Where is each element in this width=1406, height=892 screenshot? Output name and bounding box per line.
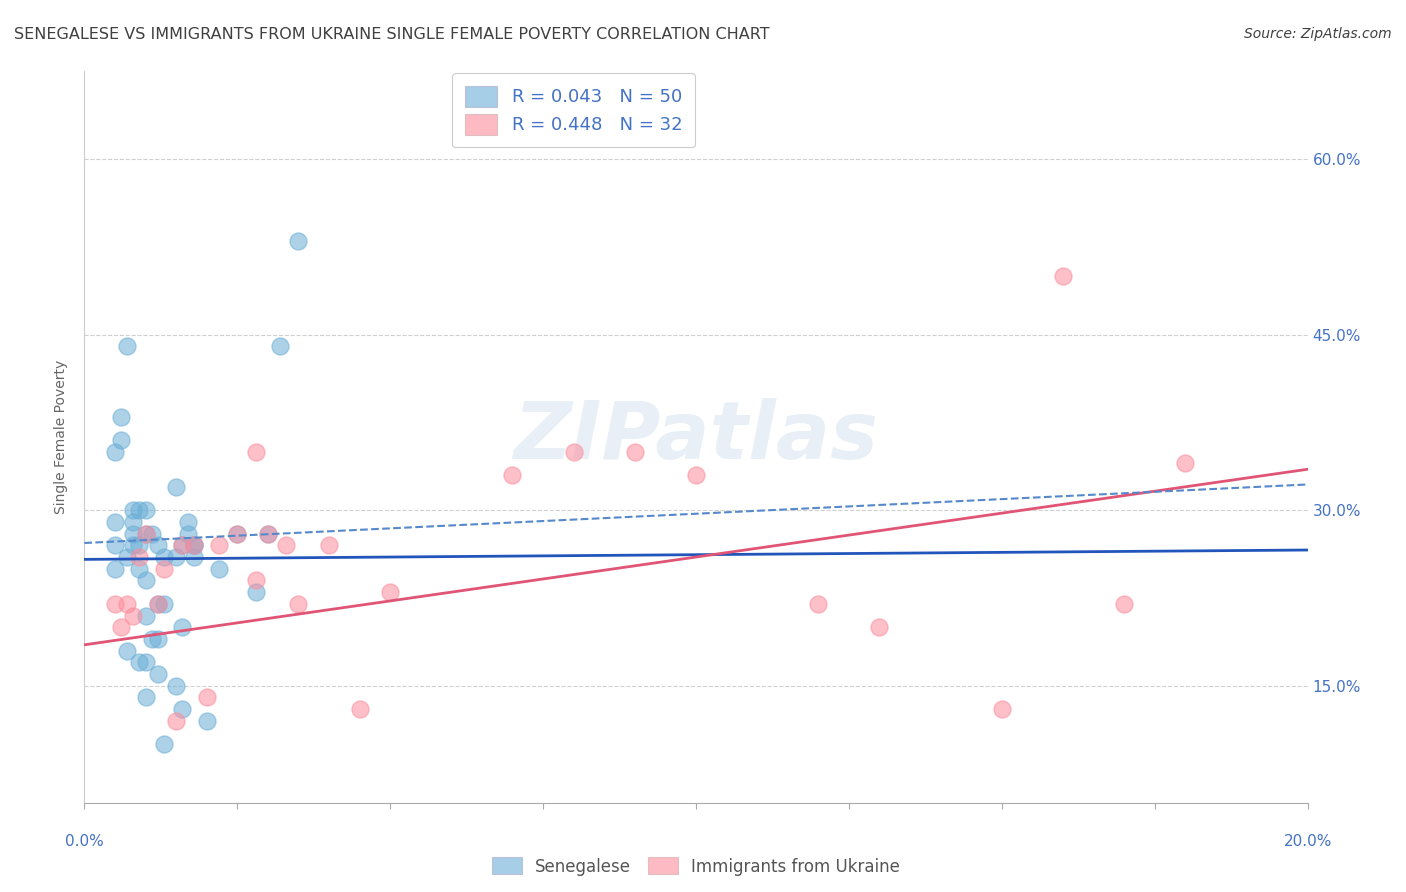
Point bbox=[165, 679, 187, 693]
Point bbox=[165, 480, 187, 494]
Point bbox=[257, 526, 280, 541]
Point bbox=[165, 714, 187, 728]
Point bbox=[135, 526, 157, 541]
Point bbox=[869, 620, 891, 634]
Point bbox=[208, 562, 231, 576]
Point bbox=[104, 538, 127, 552]
Point bbox=[122, 515, 145, 529]
Point bbox=[146, 597, 169, 611]
Point bbox=[128, 538, 150, 552]
Point bbox=[104, 562, 127, 576]
Point bbox=[183, 538, 205, 552]
Text: 20.0%: 20.0% bbox=[1284, 834, 1331, 849]
Point bbox=[257, 526, 280, 541]
Point bbox=[135, 656, 157, 670]
Point bbox=[104, 597, 127, 611]
Point bbox=[115, 643, 138, 657]
Point bbox=[172, 538, 194, 552]
Point bbox=[177, 526, 200, 541]
Point bbox=[195, 714, 218, 728]
Point bbox=[146, 632, 169, 646]
Point bbox=[807, 597, 830, 611]
Point bbox=[1114, 597, 1136, 611]
Point bbox=[245, 444, 267, 458]
Point bbox=[562, 444, 585, 458]
Point bbox=[122, 503, 145, 517]
Point bbox=[110, 433, 132, 447]
Point bbox=[195, 690, 218, 705]
Point bbox=[146, 597, 169, 611]
Text: ZIPatlas: ZIPatlas bbox=[513, 398, 879, 476]
Point bbox=[122, 608, 145, 623]
Point bbox=[135, 690, 157, 705]
Point bbox=[128, 656, 150, 670]
Point bbox=[183, 549, 205, 564]
Point bbox=[115, 549, 138, 564]
Point bbox=[172, 620, 194, 634]
Point bbox=[115, 597, 138, 611]
Point bbox=[115, 339, 138, 353]
Text: SENEGALESE VS IMMIGRANTS FROM UKRAINE SINGLE FEMALE POVERTY CORRELATION CHART: SENEGALESE VS IMMIGRANTS FROM UKRAINE SI… bbox=[14, 27, 769, 42]
Point bbox=[153, 737, 176, 751]
Point bbox=[135, 526, 157, 541]
Point bbox=[141, 632, 163, 646]
Point bbox=[128, 562, 150, 576]
Point bbox=[135, 608, 157, 623]
Point bbox=[276, 538, 298, 552]
Point bbox=[624, 444, 647, 458]
Point bbox=[128, 503, 150, 517]
Point bbox=[991, 702, 1014, 716]
Point bbox=[226, 526, 249, 541]
Legend: Senegalese, Immigrants from Ukraine: Senegalese, Immigrants from Ukraine bbox=[485, 851, 907, 882]
Point bbox=[183, 538, 205, 552]
Point bbox=[141, 526, 163, 541]
Point bbox=[287, 234, 309, 248]
Point bbox=[1174, 457, 1197, 471]
Point bbox=[128, 549, 150, 564]
Point bbox=[226, 526, 249, 541]
Point bbox=[208, 538, 231, 552]
Point bbox=[287, 597, 309, 611]
Point bbox=[146, 667, 169, 681]
Point bbox=[172, 538, 194, 552]
Point bbox=[349, 702, 371, 716]
Point bbox=[146, 538, 169, 552]
Point bbox=[122, 526, 145, 541]
Point bbox=[245, 585, 267, 599]
Point bbox=[172, 702, 194, 716]
Point bbox=[110, 409, 132, 424]
Point bbox=[685, 468, 707, 483]
Point bbox=[153, 562, 176, 576]
Point bbox=[153, 549, 176, 564]
Text: Source: ZipAtlas.com: Source: ZipAtlas.com bbox=[1244, 27, 1392, 41]
Point bbox=[318, 538, 340, 552]
Point bbox=[380, 585, 402, 599]
Point bbox=[183, 538, 205, 552]
Y-axis label: Single Female Poverty: Single Female Poverty bbox=[55, 360, 69, 514]
Point bbox=[135, 503, 157, 517]
Point bbox=[104, 444, 127, 458]
Point bbox=[110, 620, 132, 634]
Point bbox=[165, 549, 187, 564]
Point bbox=[135, 574, 157, 588]
Point bbox=[269, 339, 291, 353]
Point bbox=[1052, 269, 1074, 284]
Point bbox=[122, 538, 145, 552]
Point bbox=[104, 515, 127, 529]
Point bbox=[502, 468, 524, 483]
Point bbox=[177, 515, 200, 529]
Text: 0.0%: 0.0% bbox=[65, 834, 104, 849]
Point bbox=[153, 597, 176, 611]
Point bbox=[245, 574, 267, 588]
